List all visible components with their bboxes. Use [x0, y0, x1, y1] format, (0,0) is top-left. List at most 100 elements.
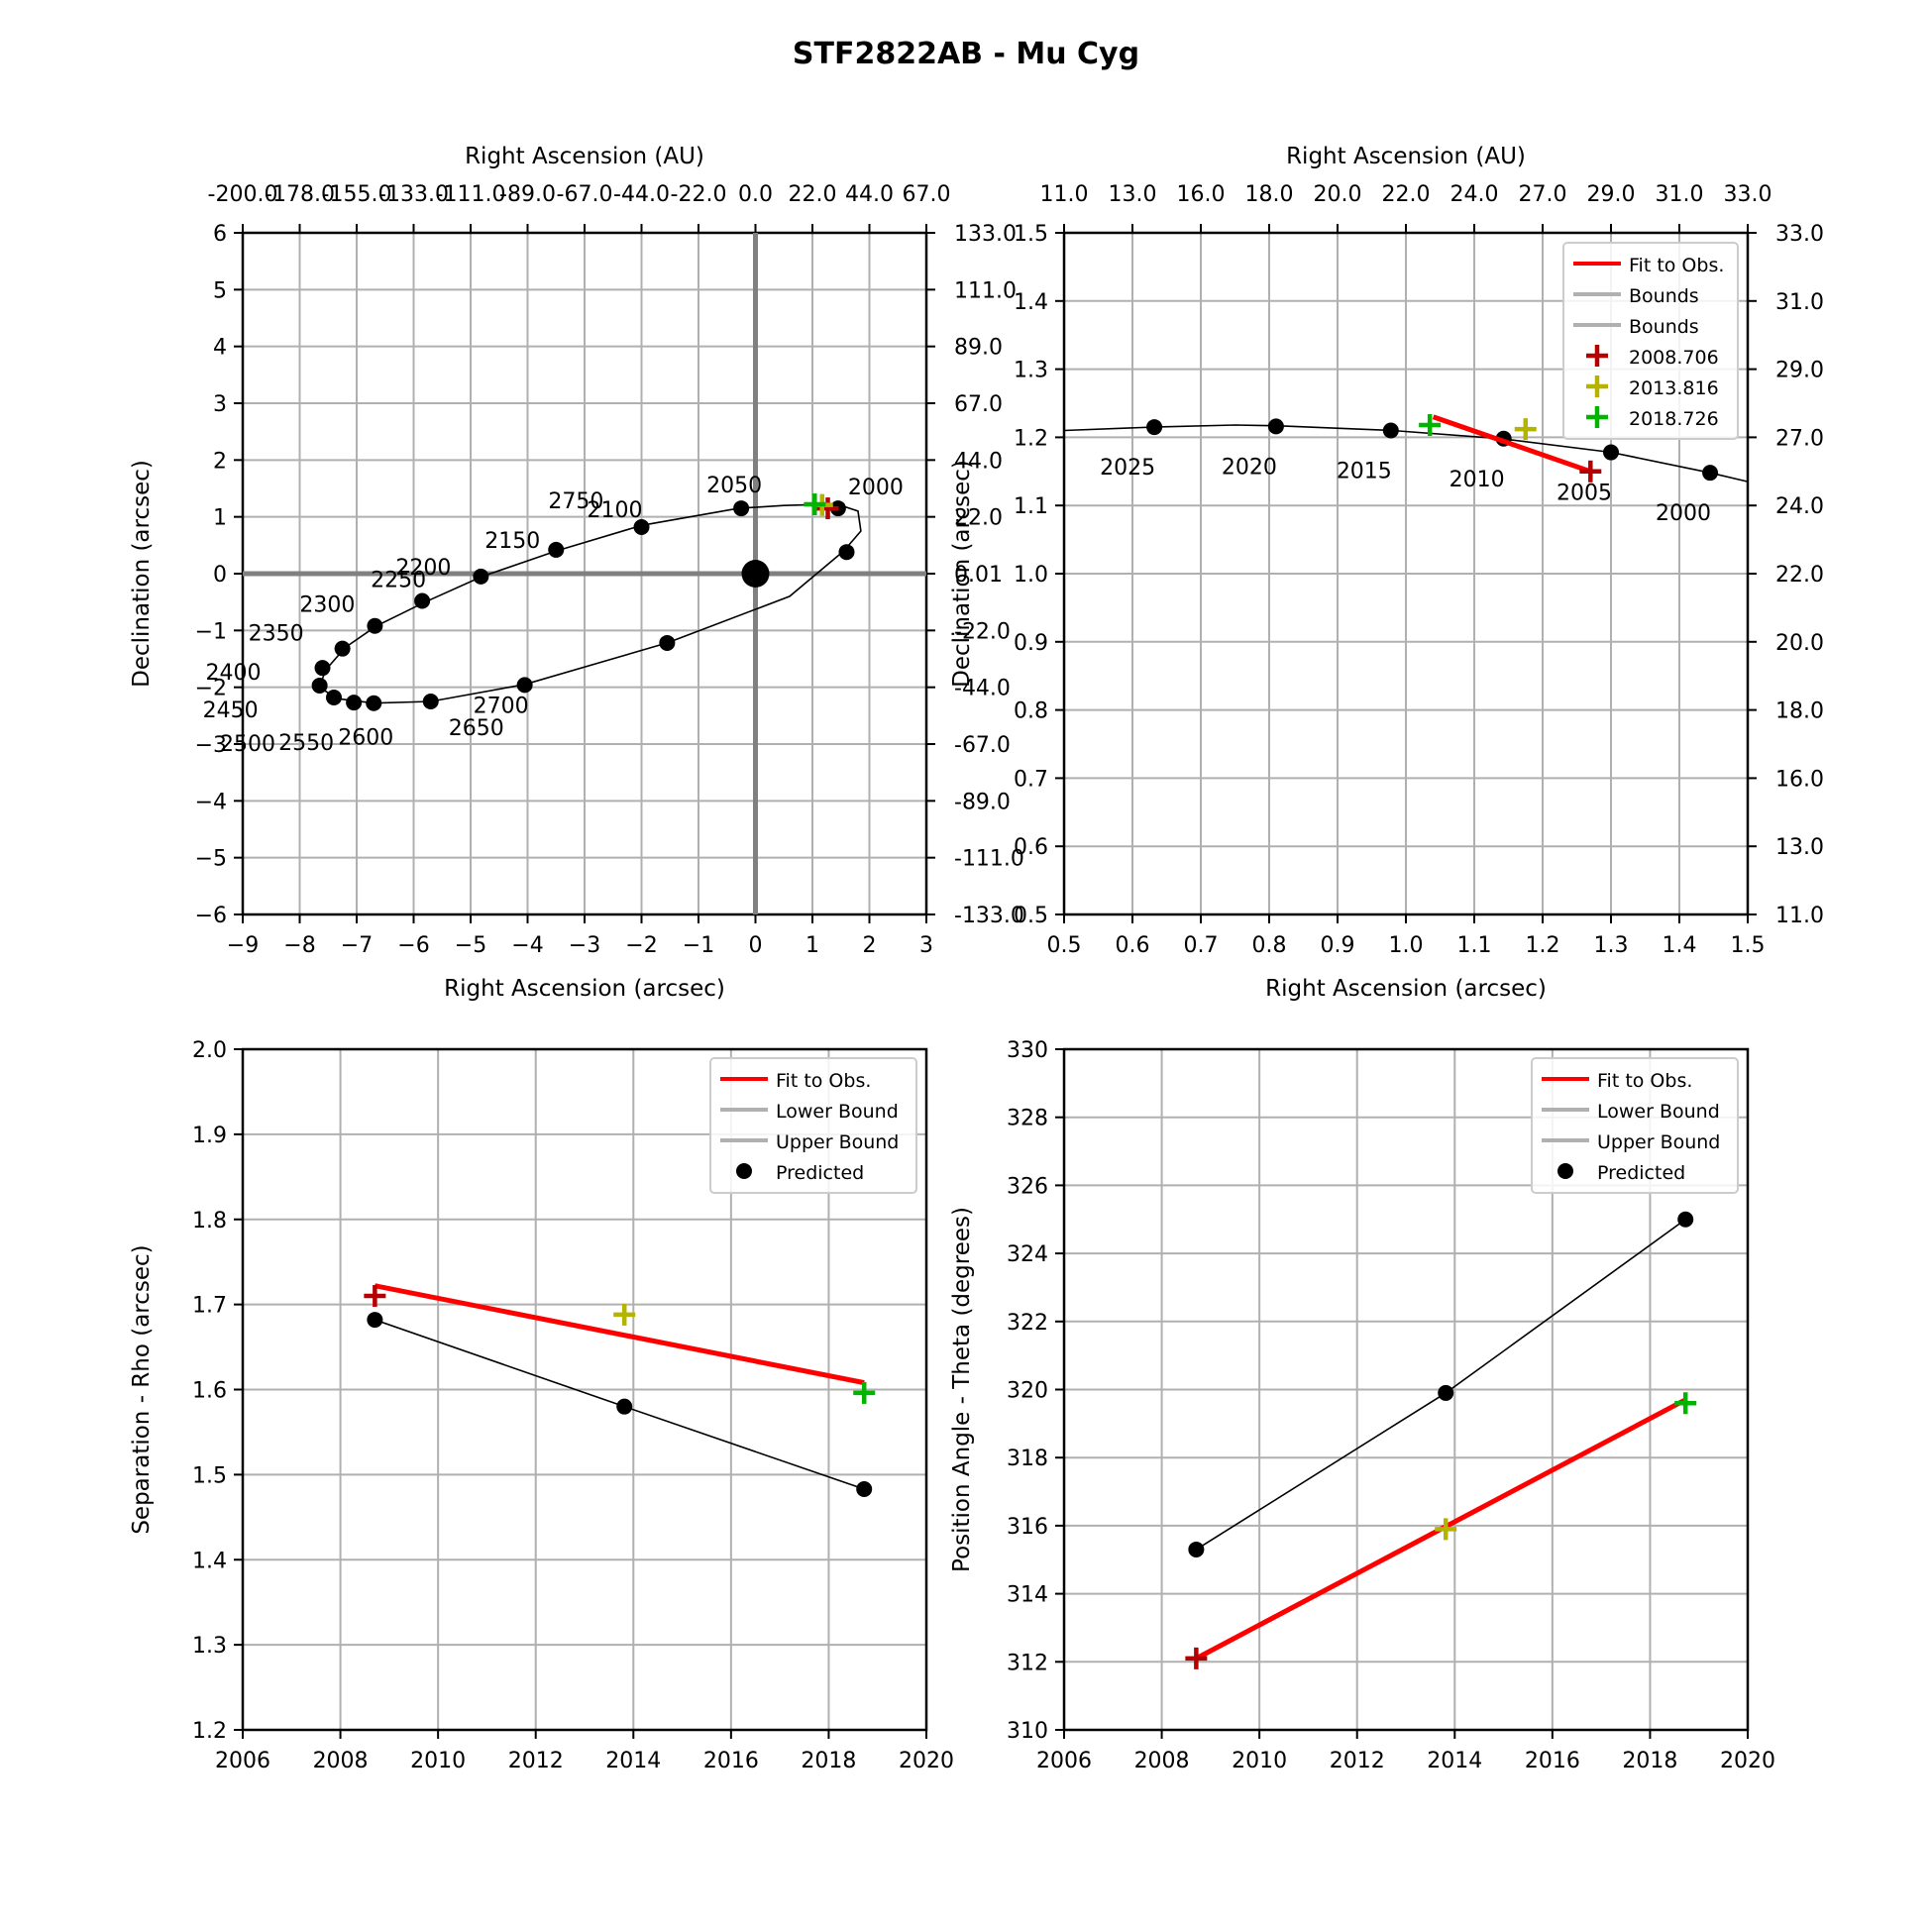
top-tick-label: -67.0: [557, 182, 613, 207]
epoch-point: [733, 500, 750, 517]
legend-label: Predicted: [776, 1162, 864, 1184]
top-tick-label: 67.0: [903, 182, 951, 207]
epoch-point: [633, 518, 650, 535]
legend-label: Fit to Obs.: [1629, 255, 1724, 276]
right-tick-label: 29.0: [1775, 359, 1824, 383]
y-tick-label: −4: [195, 790, 227, 814]
y-tick-label: 326: [1007, 1174, 1048, 1199]
legend-label: Upper Bound: [1597, 1131, 1720, 1153]
epoch-label: 2010: [1449, 468, 1505, 492]
epoch-point: [366, 695, 382, 711]
right-tick-label: 22.0: [954, 506, 1003, 531]
x-tick-label: 1.0: [1389, 933, 1424, 958]
legend-label: Fit to Obs.: [1597, 1070, 1692, 1092]
epoch-point: [367, 617, 383, 634]
top-tick-label: 24.0: [1450, 182, 1499, 207]
predicted-point: [1677, 1211, 1694, 1228]
epoch-label: 2450: [203, 698, 259, 723]
y-tick-label: 0.7: [1014, 767, 1048, 792]
y-axis-label: Position Angle - Theta (degrees): [949, 1207, 975, 1572]
x-tick-label: 1: [805, 933, 819, 958]
orbit-full-plot: −9 -200.0 −8 -178.0 −7 -155.0 −6 -133.0 −5 -111.0…: [129, 144, 1024, 1002]
x-tick-label: 0.8: [1252, 933, 1287, 958]
x-tick-label: 2006: [215, 1749, 270, 1773]
y-tick-label: 0: [213, 563, 227, 588]
x-tick-label: 2014: [605, 1749, 661, 1773]
x-tick-label: −9: [227, 933, 259, 958]
y-axis-label: Declination (arcsec): [129, 460, 155, 688]
right-tick-label: -22.0: [954, 619, 1011, 644]
x-tick-label: 2020: [899, 1749, 954, 1773]
epoch-label: 2600: [338, 726, 393, 751]
y-tick-label: 312: [1007, 1651, 1048, 1675]
epoch-label: 2500: [220, 732, 275, 757]
y-tick-label: 1: [213, 506, 227, 531]
epoch-label: 2015: [1337, 460, 1392, 484]
top-tick-label: -155.0: [322, 182, 392, 207]
x-tick-label: 1.2: [1526, 933, 1560, 958]
right-tick-label: -111.0: [954, 847, 1024, 872]
y-tick-label: 1.4: [192, 1549, 227, 1573]
epoch-label: 2250: [371, 569, 426, 593]
y-tick-label: 1.5: [192, 1463, 227, 1488]
x-tick-label: 1.5: [1731, 933, 1766, 958]
x-tick-label: 0.7: [1184, 933, 1219, 958]
top-tick-label: -111.0: [436, 182, 506, 207]
plot-frame: [1062, 231, 1750, 916]
legend-label: 2018.726: [1629, 408, 1719, 430]
epoch-point: [1382, 422, 1399, 439]
epoch-label: 2000: [848, 476, 904, 500]
legend-label: Lower Bound: [1597, 1101, 1720, 1123]
epoch-point: [311, 677, 328, 694]
x-axis-label: Right Ascension (arcsec): [1265, 976, 1547, 1002]
y-tick-label: −6: [195, 904, 227, 928]
top-tick-label: -133.0: [378, 182, 449, 207]
right-tick-label: 24.0: [1775, 494, 1824, 519]
epoch-point: [516, 677, 533, 694]
y-tick-label: −5: [195, 847, 227, 872]
fit-line: [374, 1283, 865, 1386]
x-tick-label: 3: [919, 933, 933, 958]
top-tick-label: -22.0: [671, 182, 727, 207]
fit-line: [1432, 414, 1592, 475]
epoch-label: 2005: [1556, 482, 1612, 506]
top-tick-label: 27.0: [1519, 182, 1567, 207]
y-tick-label: 1.2: [192, 1719, 227, 1744]
right-tick-label: 31.0: [1775, 290, 1824, 315]
x-tick-label: 0.6: [1116, 933, 1150, 958]
epoch-point: [414, 592, 431, 609]
legend-box: [1531, 1057, 1739, 1194]
y-tick-label: 1.3: [192, 1634, 227, 1659]
top-tick-label: 13.0: [1109, 182, 1157, 207]
legend-dot-marker: [1557, 1163, 1573, 1179]
separation-plot: 2006 2008 2010 2012 2014 2016 2018 2020 1.2 1.3 1.…: [129, 1038, 954, 1773]
right-tick-label: -133.0: [954, 904, 1024, 928]
epoch-label: 2020: [1222, 455, 1277, 480]
legend-label: Bounds: [1629, 316, 1699, 338]
right-tick-label: 18.0: [1775, 699, 1824, 724]
y-tick-label: 314: [1007, 1583, 1048, 1608]
right-tick-label: 33.0: [1775, 222, 1824, 247]
legend-dot-marker: [736, 1163, 752, 1179]
epoch-point: [422, 694, 439, 709]
x-tick-label: −4: [511, 933, 543, 958]
y-tick-label: 1.9: [192, 1124, 227, 1148]
top-tick-label: 18.0: [1245, 182, 1294, 207]
epoch-point: [1267, 418, 1284, 435]
y-tick-label: 2.0: [192, 1038, 227, 1063]
epoch-point: [334, 640, 351, 657]
epoch-point: [346, 695, 363, 711]
x-tick-label: 0.9: [1321, 933, 1355, 958]
y-tick-label: 5: [213, 278, 227, 303]
y-tick-label: 318: [1007, 1447, 1048, 1471]
top-tick-label: 16.0: [1177, 182, 1226, 207]
epoch-label: 2700: [474, 694, 529, 718]
y-tick-label: 0.9: [1014, 631, 1048, 656]
y-tick-label: 310: [1007, 1719, 1048, 1744]
legend-box: [1562, 242, 1739, 440]
y-tick-label: 320: [1007, 1379, 1048, 1404]
top-tick-label: 29.0: [1587, 182, 1636, 207]
y-tick-label: 2: [213, 449, 227, 474]
y-tick-label: 324: [1007, 1242, 1048, 1267]
epoch-label: 2550: [278, 731, 334, 756]
